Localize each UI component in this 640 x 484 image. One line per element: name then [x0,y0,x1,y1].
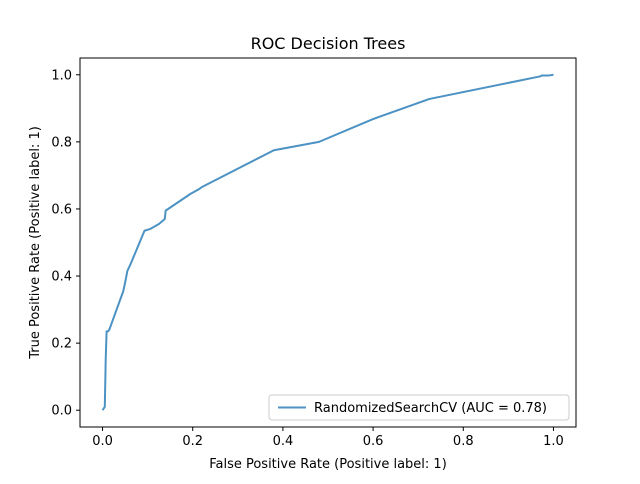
y-tick-label: 0.6 [51,202,72,217]
y-axis-label: True Positive Rate (Positive label: 1) [28,126,43,360]
y-tick-label: 0.8 [51,135,72,150]
x-tick-label: 0.8 [453,434,474,449]
y-tick-label: 0.4 [51,270,72,285]
chart-title: ROC Decision Trees [251,34,406,53]
plot-frame [79,57,577,428]
roc-curve-line [101,73,554,411]
x-tick-label: 1.0 [543,434,564,449]
legend-box [268,394,570,421]
x-tick-label: 0.6 [363,434,384,449]
plot-area [80,58,576,427]
y-tick-label: 1.0 [51,68,72,83]
x-tick-label: 0.0 [92,434,113,449]
series-lines [101,73,554,411]
y-tick-label: 0.0 [51,404,72,419]
x-tick-label: 0.2 [182,434,203,449]
legend-entry-label: RandomizedSearchCV (AUC = 0.78) [314,401,547,416]
x-axis: 0.0 0.2 0.4 0.6 0.8 1.0 [92,427,564,449]
legend: RandomizedSearchCV (AUC = 0.78) [268,394,570,421]
y-axis: 0.0 0.2 0.4 0.6 0.8 1.0 [51,68,80,419]
x-tick-label: 0.4 [273,434,294,449]
x-axis-label: False Positive Rate (Positive label: 1) [209,457,447,472]
y-tick-label: 0.2 [51,337,72,352]
